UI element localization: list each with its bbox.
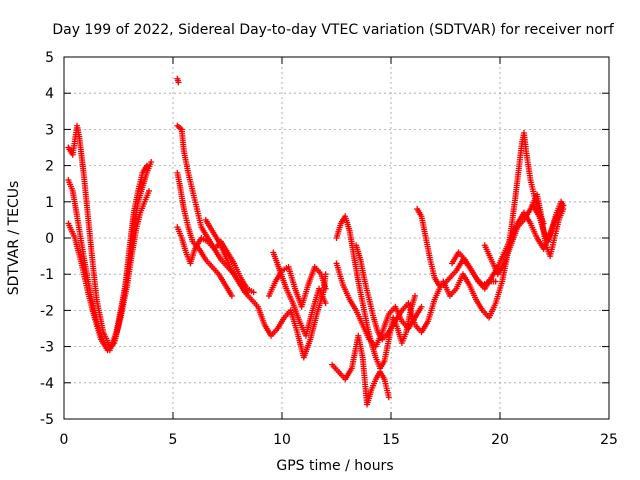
y-tick-label: -5	[40, 412, 54, 428]
x-tick-label: 0	[60, 432, 69, 448]
x-axis-label: GPS time / hours	[276, 458, 393, 474]
y-tick-label: -3	[40, 340, 54, 356]
data-point	[385, 394, 392, 401]
x-tick-label: 5	[169, 432, 178, 448]
x-tick-label: 25	[600, 432, 618, 448]
data-point	[322, 285, 329, 292]
x-tick-label: 20	[491, 432, 509, 448]
ticks: 0 5 10 15 20 25 -5 -4 -3 -2 -1 0 1 2 3 4 5	[40, 50, 618, 448]
x-tick-label: 15	[382, 432, 400, 448]
data-point	[228, 292, 235, 299]
data-points	[65, 75, 567, 408]
y-tick-label: 3	[45, 122, 54, 138]
y-tick-label: -1	[40, 267, 54, 283]
y-tick-label: 2	[45, 159, 54, 175]
y-tick-label: 5	[45, 50, 54, 66]
y-tick-label: -2	[40, 303, 54, 319]
y-tick-label: 0	[45, 231, 54, 247]
data-point	[143, 162, 150, 169]
y-tick-label: -4	[40, 376, 54, 392]
data-point	[411, 292, 418, 299]
chart-title: Day 199 of 2022, Sidereal Day-to-day VTE…	[52, 22, 614, 38]
x-tick-label: 10	[273, 432, 291, 448]
y-tick-label: 1	[45, 195, 54, 211]
data-point	[560, 202, 567, 209]
data-point	[322, 300, 329, 307]
data-point	[175, 79, 182, 86]
data-point	[148, 158, 155, 165]
data-point	[418, 303, 425, 310]
data-point	[492, 278, 499, 285]
data-point	[146, 187, 153, 194]
y-tick-label: 4	[45, 86, 54, 102]
y-axis-label: SDTVAR / TECUs	[6, 181, 22, 296]
data-point	[250, 289, 257, 296]
grid	[64, 57, 609, 419]
